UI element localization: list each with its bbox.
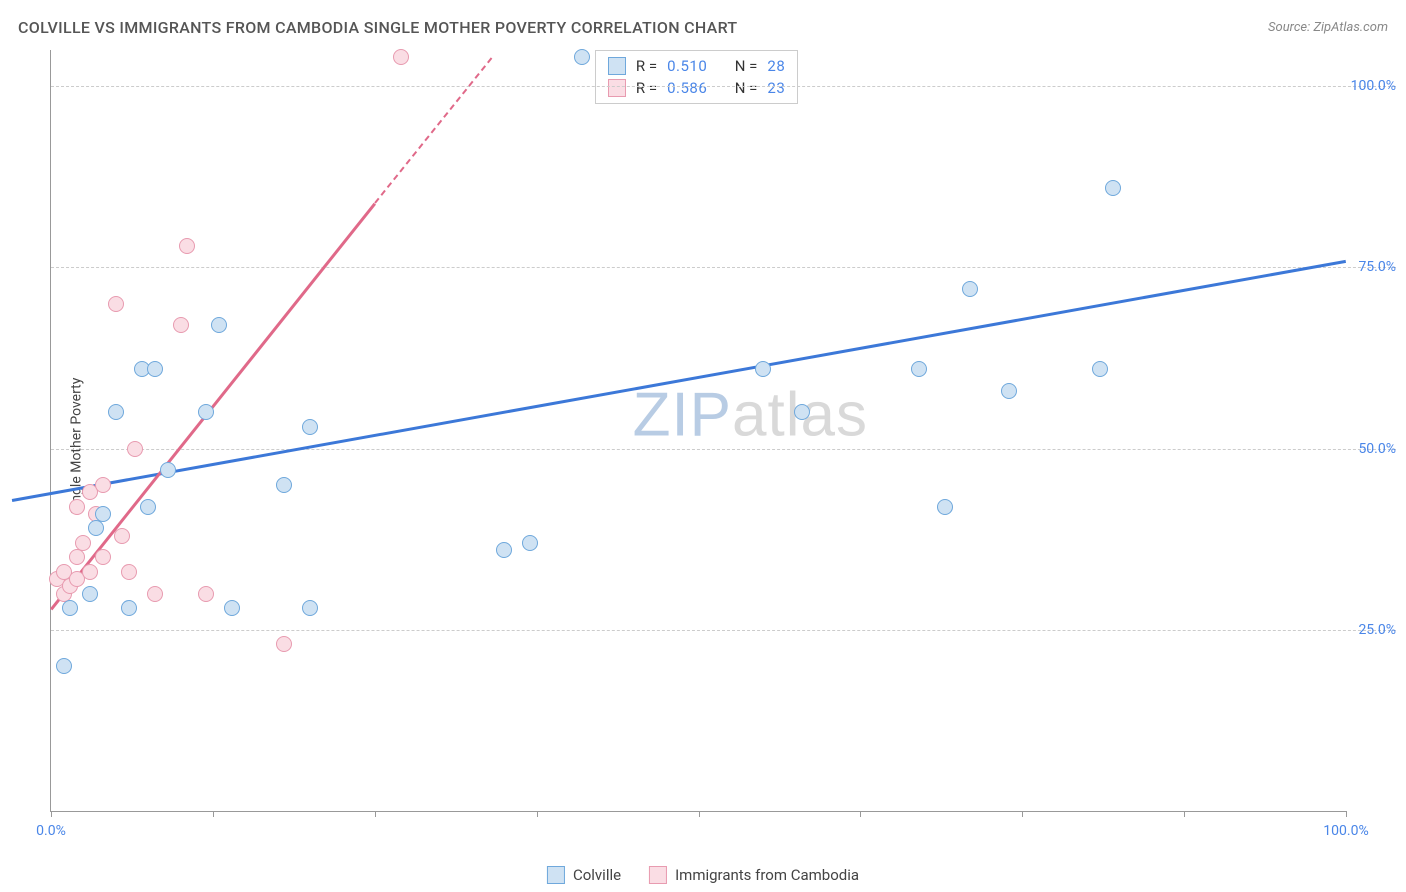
gridline — [51, 630, 1396, 631]
x-tick-label-right: 100.0% — [1323, 823, 1368, 839]
data-point-b — [69, 499, 85, 515]
source-attribution: Source: ZipAtlas.com — [1268, 20, 1388, 35]
data-point-a — [198, 404, 214, 420]
data-point-a — [911, 361, 927, 377]
x-tick — [1346, 811, 1347, 817]
bottom-legend: Colville Immigrants from Cambodia — [547, 866, 859, 884]
data-point-a — [794, 404, 810, 420]
x-tick — [51, 811, 52, 817]
data-point-a — [62, 600, 78, 616]
chart-title: COLVILLE VS IMMIGRANTS FROM CAMBODIA SIN… — [18, 18, 737, 37]
x-tick — [1022, 811, 1023, 817]
legend-swatch-icon — [547, 866, 565, 884]
data-point-b — [108, 296, 124, 312]
data-point-b — [75, 535, 91, 551]
data-point-a — [962, 281, 978, 297]
data-point-b — [121, 564, 137, 580]
y-tick-label: 75.0% — [1358, 259, 1396, 275]
data-point-b — [69, 549, 85, 565]
data-point-a — [1001, 383, 1017, 399]
gridline — [51, 86, 1396, 87]
data-point-b — [147, 586, 163, 602]
data-point-b — [95, 549, 111, 565]
data-point-a — [108, 404, 124, 420]
data-point-a — [574, 49, 590, 65]
legend-item-a: Colville — [547, 866, 621, 884]
legend-swatch-icon — [649, 866, 667, 884]
data-point-a — [121, 600, 137, 616]
data-point-a — [147, 361, 163, 377]
data-point-b — [179, 238, 195, 254]
correlation-stats-box: R = 0.510 N = 28 R = 0.586 N = 23 — [595, 50, 798, 104]
y-tick-label: 50.0% — [1358, 441, 1396, 457]
data-point-a — [95, 506, 111, 522]
data-point-a — [160, 462, 176, 478]
data-point-a — [224, 600, 240, 616]
data-point-a — [56, 658, 72, 674]
x-tick — [375, 811, 376, 817]
x-tick — [1184, 811, 1185, 817]
legend-swatch-a-icon — [608, 57, 626, 75]
data-point-a — [496, 542, 512, 558]
data-point-b — [173, 317, 189, 333]
gridline — [51, 267, 1396, 268]
data-point-a — [755, 361, 771, 377]
data-point-b — [82, 564, 98, 580]
data-point-a — [1092, 361, 1108, 377]
x-tick — [213, 811, 214, 817]
data-point-b — [95, 477, 111, 493]
trend-line-dashed — [374, 58, 492, 204]
data-point-a — [211, 317, 227, 333]
data-point-a — [1105, 180, 1121, 196]
legend-item-b: Immigrants from Cambodia — [649, 866, 859, 884]
data-point-a — [88, 520, 104, 536]
data-point-b — [393, 49, 409, 65]
x-tick — [860, 811, 861, 817]
y-tick-label: 100.0% — [1351, 78, 1396, 94]
data-point-b — [127, 441, 143, 457]
trend-line — [12, 260, 1346, 502]
x-tick — [699, 811, 700, 817]
stats-row-series-b: R = 0.586 N = 23 — [608, 77, 785, 99]
watermark: ZIPatlas — [633, 380, 868, 451]
data-point-a — [522, 535, 538, 551]
data-point-b — [114, 528, 130, 544]
data-point-a — [140, 499, 156, 515]
stats-row-series-a: R = 0.510 N = 28 — [608, 55, 785, 77]
data-point-a — [302, 419, 318, 435]
data-point-a — [937, 499, 953, 515]
data-point-b — [276, 636, 292, 652]
scatter-plot-area: ZIPatlas R = 0.510 N = 28 R = 0.586 N = … — [50, 50, 1346, 812]
data-point-a — [276, 477, 292, 493]
x-tick-label-left: 0.0% — [36, 823, 66, 839]
gridline — [51, 449, 1396, 450]
data-point-b — [198, 586, 214, 602]
legend-swatch-b-icon — [608, 79, 626, 97]
data-point-a — [82, 586, 98, 602]
y-tick-label: 25.0% — [1358, 622, 1396, 638]
data-point-a — [302, 600, 318, 616]
x-tick — [537, 811, 538, 817]
